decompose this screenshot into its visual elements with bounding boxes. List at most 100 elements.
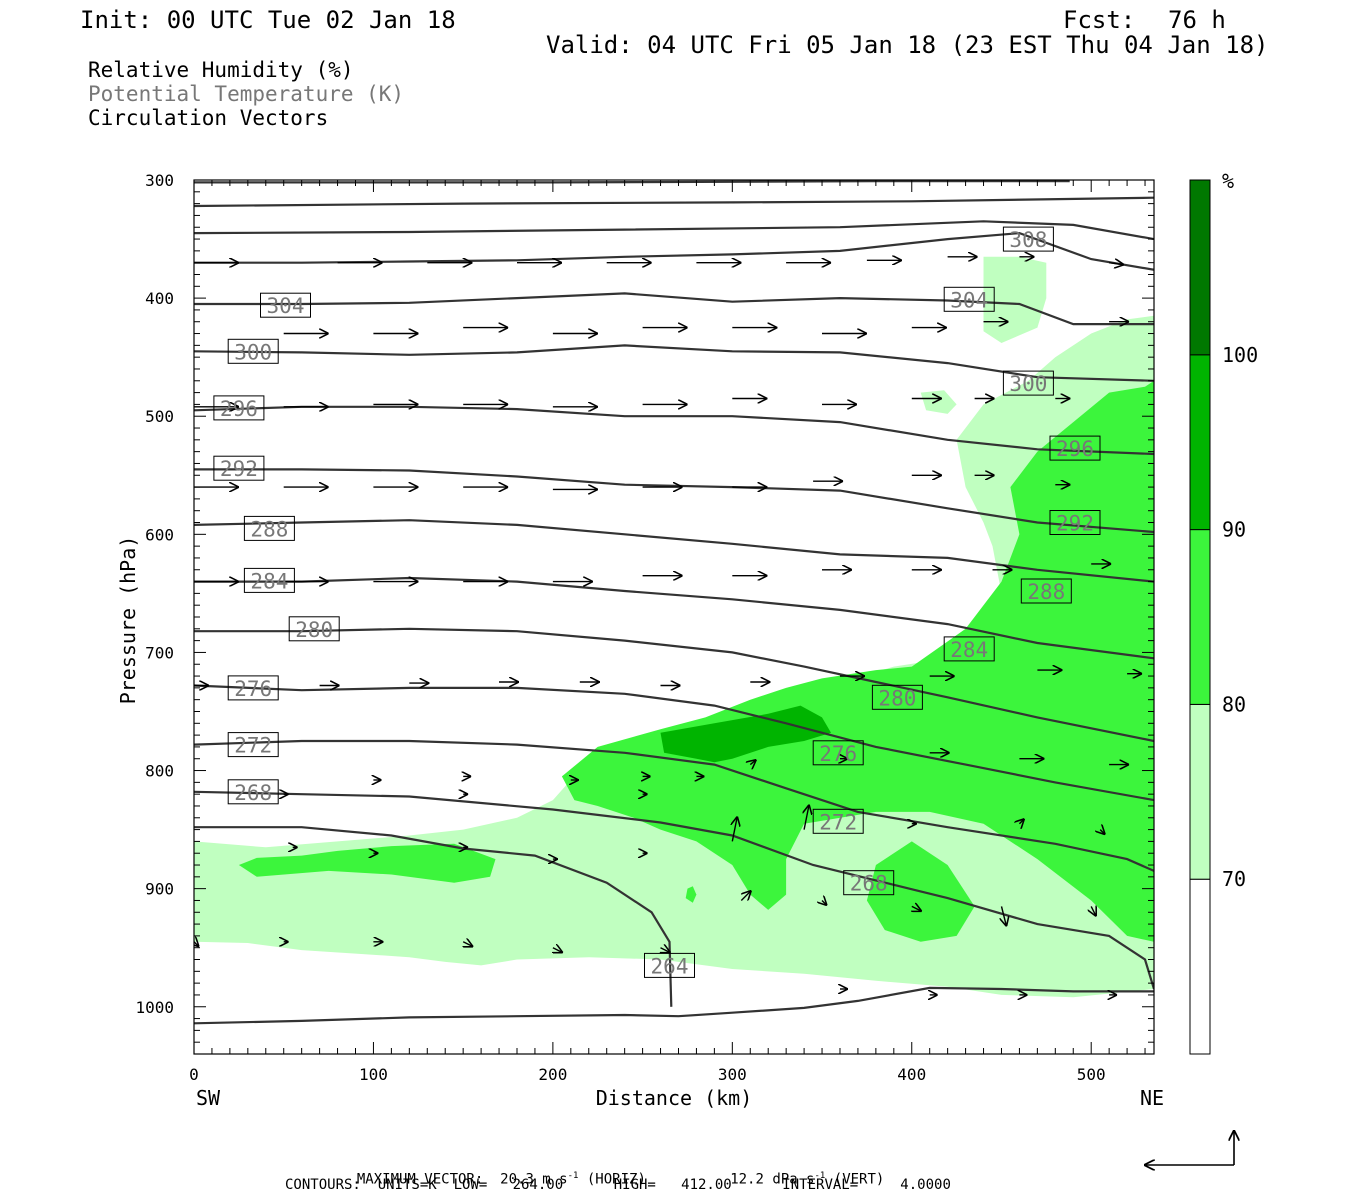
- theta-label-box: [1020, 578, 1072, 604]
- theta-contour: [194, 344, 1154, 382]
- theta-label: 300: [1002, 370, 1054, 396]
- circulation-vector: [750, 760, 756, 765]
- x-tick-label: 400: [897, 1065, 926, 1084]
- theta-label: 292: [213, 455, 265, 481]
- axes: 300 400 500 600 700 800 900 1000 0 100 200 300 400 50…: [135, 171, 1154, 1084]
- theta-label: 272: [812, 808, 864, 834]
- contours-line: CONTOURS: UNITS=K LOW= 264.00 HIGH= 412.…: [285, 1177, 951, 1193]
- theta-label-box: [812, 808, 864, 834]
- y-tick-label: 400: [145, 289, 174, 308]
- theta-label-box: [943, 286, 995, 312]
- theta-label-text: 300: [234, 340, 272, 364]
- theta-contour: [194, 826, 673, 1007]
- theta-contour: [194, 790, 1154, 990]
- vert-tail: (VERT): [833, 1171, 885, 1188]
- circulation-vector: [822, 901, 827, 906]
- x-tick-label: 500: [1077, 1065, 1106, 1084]
- x-axis-sw: SW: [196, 1086, 221, 1110]
- theta-label: 264: [644, 952, 695, 978]
- theta-label-box: [1002, 370, 1054, 396]
- horiz-tail: (HORIZ): [586, 1171, 646, 1188]
- rh-region-80: [238, 843, 496, 883]
- theta-label: 284: [243, 567, 295, 593]
- y-tick-label: 300: [145, 171, 174, 190]
- colorbar-segment: [1189, 179, 1211, 356]
- colorbar-label: 80: [1222, 692, 1246, 716]
- colorbar-segment: [1189, 878, 1211, 1055]
- theta-label: 276: [227, 675, 279, 701]
- theta-label-box: [943, 636, 995, 662]
- x-tick-label: 0: [189, 1065, 199, 1084]
- theta-label-box: [843, 870, 895, 896]
- circulation-vector: [1091, 906, 1096, 916]
- field-theta: Potential Temperature (K): [88, 82, 405, 106]
- circulation-vector: [1002, 906, 1007, 926]
- rh-shading: [194, 256, 1154, 998]
- theta-label-text: 308: [1009, 228, 1047, 252]
- theta-label-text: 284: [950, 638, 988, 662]
- horiz-exp: -1: [567, 1171, 579, 1181]
- rh-region-70: [983, 256, 1047, 343]
- x-tick-label: 100: [359, 1065, 388, 1084]
- theta-label-box: [260, 292, 311, 318]
- theta-contour: [194, 292, 1154, 326]
- y-axis-title: Pressure (hPa): [116, 536, 140, 705]
- circulation-vector: [1019, 819, 1024, 824]
- colorbar-label: 70: [1222, 867, 1246, 891]
- theta-label-text: 272: [819, 810, 857, 834]
- theta-label-text: 288: [250, 517, 288, 541]
- theta-label-box: [1002, 226, 1054, 252]
- y-tick-label: 1000: [135, 998, 174, 1017]
- rh-region-80: [685, 886, 697, 903]
- field-rh: Relative Humidity (%): [88, 58, 354, 82]
- valid-time: Valid: 04 UTC Fri 05 Jan 18 (23 EST Thu …: [546, 31, 1269, 59]
- x-tick-label: 300: [718, 1065, 747, 1084]
- colorbar-segment: [1189, 703, 1211, 880]
- theta-label-text: 304: [950, 288, 988, 312]
- theta-label-box: [1049, 435, 1101, 461]
- theta-label: 304: [943, 286, 995, 312]
- theta-contour: [194, 739, 1154, 872]
- theta-label-text: 292: [1056, 512, 1094, 536]
- theta-label-box: [1049, 510, 1101, 535]
- horiz-value: 20.3 m s: [500, 1171, 568, 1188]
- theta-contour: [194, 627, 1154, 743]
- theta-label: 268: [843, 870, 895, 896]
- circulation-vectors: [194, 257, 1143, 995]
- theta-label-text: 276: [234, 677, 272, 701]
- colorbar-label: 100: [1222, 343, 1258, 367]
- theta-label: 276: [812, 740, 864, 766]
- vert-exp: -1: [814, 1171, 826, 1181]
- circulation-vector: [740, 891, 751, 901]
- theta-contour: [194, 180, 1070, 184]
- theta-label-box: [227, 732, 279, 758]
- rh-region-80: [561, 380, 1154, 942]
- theta-label-text: 288: [1027, 580, 1065, 604]
- colorbar-segment: [1189, 529, 1211, 705]
- theta-label: 308: [1002, 226, 1054, 252]
- y-tick-label: 700: [145, 643, 174, 662]
- x-axis-ne: NE: [1140, 1086, 1164, 1110]
- theta-label-box: [644, 952, 695, 978]
- circulation-vector: [1100, 830, 1105, 835]
- theta-contour: [194, 986, 1154, 1025]
- theta-label-box: [227, 338, 279, 364]
- theta-label-box: [288, 616, 340, 642]
- theta-label-text: 268: [850, 872, 888, 896]
- theta-label: 288: [1020, 578, 1072, 604]
- theta-label-text: 304: [267, 294, 305, 318]
- circulation-vector: [661, 948, 671, 953]
- rh-region-70: [920, 390, 957, 414]
- init-time: Init: 00 UTC Tue 02 Jan 18: [80, 6, 456, 34]
- theta-label: 280: [871, 684, 923, 710]
- theta-label-text: 284: [250, 569, 288, 593]
- theta-label-box: [213, 455, 265, 481]
- theta-labels: 308 304 304 300 300 296 296 292 292 288 288 284 284 2…: [213, 226, 1101, 978]
- theta-label: 272: [227, 732, 279, 758]
- y-tick-label: 900: [145, 880, 174, 899]
- colorbar: 70 80 90 100: [1189, 179, 1258, 1055]
- circulation-vector: [1109, 263, 1124, 265]
- circulation-vector: [194, 942, 199, 947]
- theta-label: 288: [243, 515, 295, 541]
